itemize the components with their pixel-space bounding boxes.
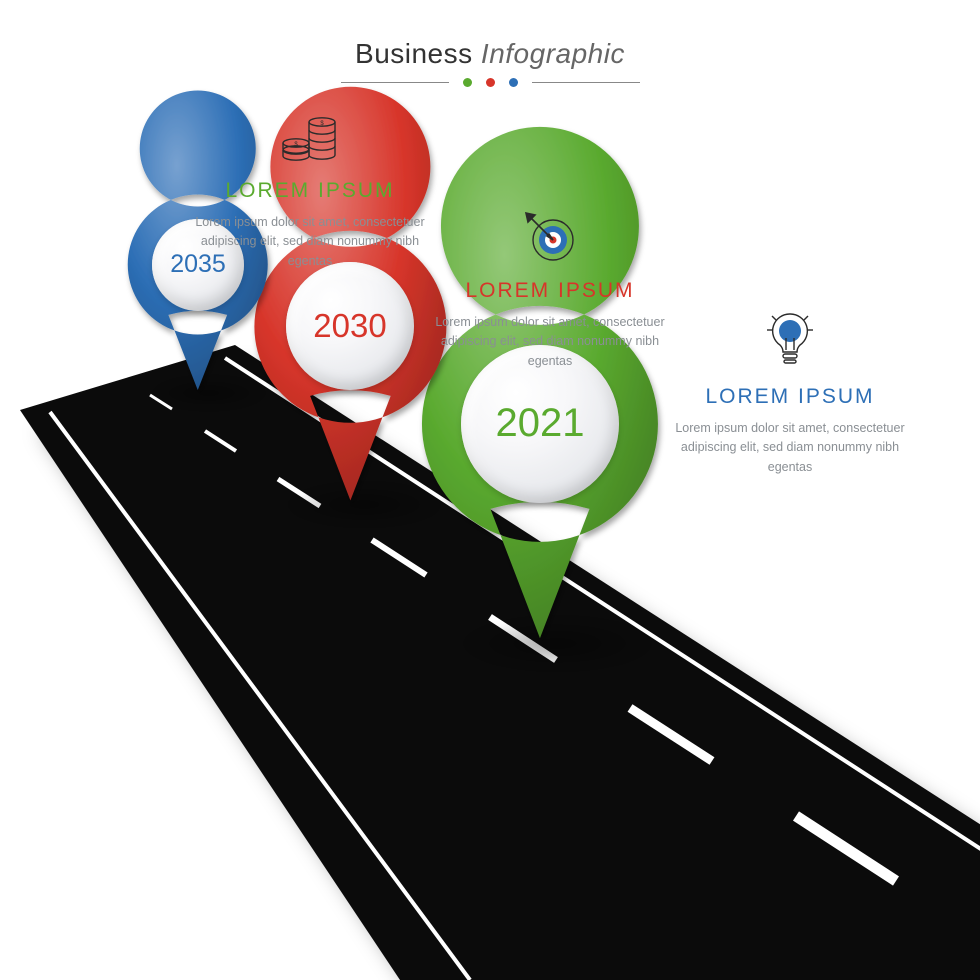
- block-body: Lorem ipsum dolor sit amet, consectetuer…: [420, 313, 680, 371]
- title-dot-red: [486, 78, 495, 87]
- title-word-1: Business: [355, 38, 473, 69]
- block-body: Lorem ipsum dolor sit amet, consectetuer…: [180, 213, 440, 271]
- title-rule-left: [341, 82, 449, 83]
- coins-icon: $ $: [180, 110, 440, 169]
- title-dot-blue: [509, 78, 518, 87]
- title-dots: [463, 78, 518, 87]
- title-block: Business Infographic: [0, 38, 980, 87]
- block-heading: LOREM IPSUM: [420, 279, 680, 303]
- title-word-2: Infographic: [481, 38, 625, 69]
- title-rule: [0, 78, 980, 87]
- pin-year: 2030: [313, 307, 386, 345]
- block-heading: LOREM IPSUM: [660, 385, 920, 409]
- pin-disc: 2030: [286, 262, 414, 390]
- title-dot-green: [463, 78, 472, 87]
- target-icon: [420, 210, 680, 269]
- block-2035: $ $ LOREM IPSUM Lorem ipsum dolor sit am…: [180, 110, 440, 271]
- page-title: Business Infographic: [0, 38, 980, 70]
- block-2021: LOREM IPSUM Lorem ipsum dolor sit amet, …: [660, 310, 920, 477]
- infographic-canvas: Business Infographic: [0, 0, 980, 980]
- block-heading: LOREM IPSUM: [180, 179, 440, 203]
- block-body: Lorem ipsum dolor sit amet, consectetuer…: [660, 419, 920, 477]
- bulb-icon: [660, 310, 920, 375]
- title-rule-right: [532, 82, 640, 83]
- pin-year: 2021: [495, 401, 584, 446]
- block-2030: LOREM IPSUM Lorem ipsum dolor sit amet, …: [420, 210, 680, 371]
